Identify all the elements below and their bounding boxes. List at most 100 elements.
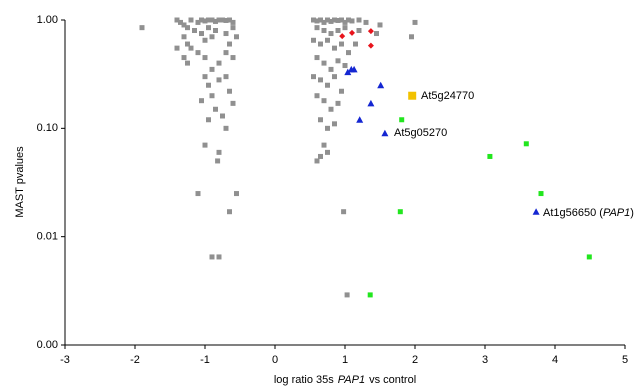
point [311, 37, 316, 43]
x-tick-label: -1 [200, 354, 210, 366]
point [321, 60, 327, 66]
point [325, 82, 330, 88]
point [174, 17, 180, 23]
point [223, 17, 229, 23]
point [356, 116, 364, 123]
annotation: At5g05270 [394, 127, 447, 139]
point [185, 41, 190, 47]
point [181, 22, 187, 28]
point [314, 55, 320, 61]
point [227, 17, 232, 23]
point [321, 19, 327, 25]
point [377, 81, 385, 89]
x-tick-label: -2 [130, 354, 140, 366]
text-part: PAP1 [338, 374, 365, 386]
point [367, 28, 374, 35]
point [192, 27, 197, 33]
point [367, 42, 374, 49]
point [215, 158, 221, 164]
y-tick-label: 0.00 [37, 339, 58, 351]
point [234, 34, 239, 40]
x-tick-label: 1 [342, 354, 348, 366]
point [346, 17, 351, 23]
point [199, 98, 204, 104]
point [332, 121, 337, 127]
point [206, 117, 211, 123]
point [209, 34, 215, 40]
point [174, 45, 180, 51]
annotation: At5g24770 [421, 90, 474, 102]
point [178, 19, 183, 25]
point [230, 19, 236, 25]
point [341, 209, 347, 215]
point [199, 31, 204, 37]
point [335, 58, 341, 64]
point [139, 25, 145, 31]
point [188, 45, 194, 51]
point [230, 25, 236, 31]
point [339, 88, 344, 94]
y-tick-label: 0.01 [37, 231, 58, 243]
point [216, 254, 222, 260]
point [339, 41, 344, 47]
point [185, 25, 190, 31]
point [349, 29, 355, 36]
x-tick-label: 2 [412, 354, 418, 366]
point [328, 66, 334, 72]
point [339, 33, 346, 40]
point [397, 209, 403, 215]
point [230, 100, 236, 106]
point [206, 25, 211, 31]
point [328, 106, 334, 112]
point [335, 17, 341, 23]
point [220, 17, 225, 23]
point [328, 18, 334, 24]
point [213, 106, 218, 112]
point [223, 125, 229, 131]
point [202, 55, 208, 61]
point [532, 208, 540, 215]
point [202, 74, 208, 80]
point [220, 113, 225, 119]
point [349, 18, 355, 24]
point [213, 27, 218, 33]
point [216, 77, 222, 83]
point [209, 66, 215, 72]
point [209, 93, 215, 99]
point [328, 31, 334, 37]
point [487, 153, 493, 159]
point [332, 45, 337, 51]
text-part: ) [630, 207, 634, 219]
point [409, 34, 414, 40]
point [311, 74, 316, 80]
point [311, 17, 316, 23]
point [195, 191, 201, 197]
point [367, 292, 373, 298]
point [344, 292, 350, 298]
point [209, 17, 215, 23]
point [213, 18, 218, 24]
point [188, 17, 194, 23]
point [216, 60, 222, 66]
point [223, 74, 229, 80]
x-tick-label: 4 [552, 354, 558, 366]
point [538, 191, 544, 197]
point [230, 55, 236, 61]
x-axis-label: log ratio 35s PAP1 vs control [274, 374, 416, 386]
point [408, 91, 417, 100]
point [332, 74, 337, 80]
text-part: log ratio 35s [274, 374, 334, 386]
point [342, 63, 348, 69]
point [325, 149, 330, 155]
point [374, 31, 379, 37]
point [234, 191, 239, 197]
point [318, 41, 323, 47]
point [367, 99, 375, 107]
point [325, 17, 330, 23]
point [332, 17, 337, 23]
text-part: vs control [369, 374, 416, 386]
point [227, 41, 232, 47]
point [318, 153, 323, 159]
point [399, 117, 405, 123]
text-part: At1g56650 ( [543, 207, 603, 219]
